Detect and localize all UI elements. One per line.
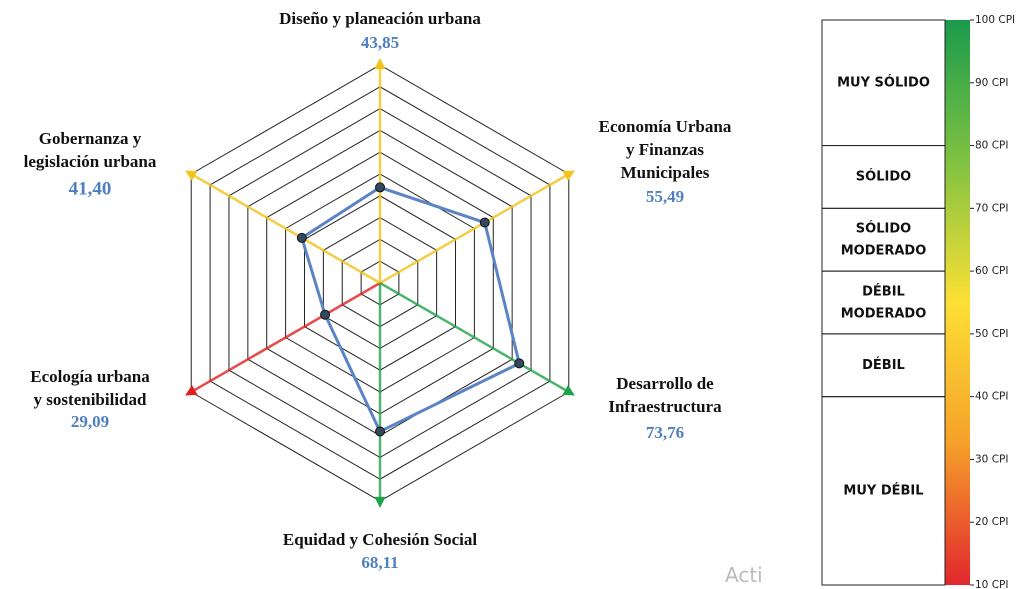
value-label: 68,11 xyxy=(361,553,398,572)
band-label: MUY SÓLIDO xyxy=(837,74,930,90)
tick-label: 30 CPI xyxy=(975,453,1008,465)
value-label: 55,49 xyxy=(646,187,684,206)
data-point xyxy=(479,217,490,228)
axis-label: Equidad y Cohesión Social xyxy=(283,530,477,549)
axis-arrow xyxy=(374,58,386,70)
axis-line xyxy=(190,172,381,285)
value-label: 73,76 xyxy=(646,423,684,442)
axis-line xyxy=(190,281,381,394)
band-label: SÓLIDO MODERADO xyxy=(841,220,927,258)
tick-label: 80 CPI xyxy=(975,140,1008,152)
tick-label: 20 CPI xyxy=(975,516,1008,528)
tick-label: 100 CPI xyxy=(975,14,1015,26)
data-point xyxy=(296,232,307,243)
data-point xyxy=(375,182,385,193)
axis-arrow xyxy=(562,385,575,396)
band xyxy=(821,270,946,335)
band xyxy=(821,207,946,272)
band-label: DÉBIL xyxy=(862,357,905,373)
tick-label: 60 CPI xyxy=(975,265,1008,277)
value-label: 29,09 xyxy=(71,412,109,431)
data-point xyxy=(514,358,525,369)
axis-line xyxy=(379,172,570,285)
tick-label: 90 CPI xyxy=(975,77,1008,89)
data-point xyxy=(320,309,331,320)
watermark: Acti xyxy=(725,563,763,587)
band xyxy=(821,396,946,586)
axis-label: Diseño y planeación urbana xyxy=(279,9,481,28)
value-label: 43,85 xyxy=(361,33,399,52)
band-label: DÉBIL MODERADO xyxy=(841,283,927,321)
value-label: 41,40 xyxy=(69,178,112,199)
data-point xyxy=(375,426,385,437)
axis-arrow xyxy=(185,170,198,181)
band-label: MUY DÉBIL xyxy=(843,482,923,498)
axis-label: Desarrollo de Infraestructura xyxy=(608,374,722,416)
tick-label: 40 CPI xyxy=(975,391,1008,403)
axis-arrow xyxy=(374,496,386,508)
tick-label: 70 CPI xyxy=(975,202,1008,214)
axis-label: Gobernanza y legislación urbana xyxy=(24,129,157,171)
axis-arrow xyxy=(562,170,575,181)
axis-arrow xyxy=(185,385,198,396)
color-bar xyxy=(945,20,970,585)
axis-label: Ecología urbana y sostenibilidad xyxy=(30,367,150,409)
tick-label: 50 CPI xyxy=(975,328,1008,340)
axis-label: Economía Urbana y Finanzas Municipales xyxy=(599,117,732,182)
band-label: SÓLIDO xyxy=(856,168,911,184)
tick-label: 10 CPI xyxy=(975,579,1008,589)
axis-line xyxy=(379,281,570,394)
